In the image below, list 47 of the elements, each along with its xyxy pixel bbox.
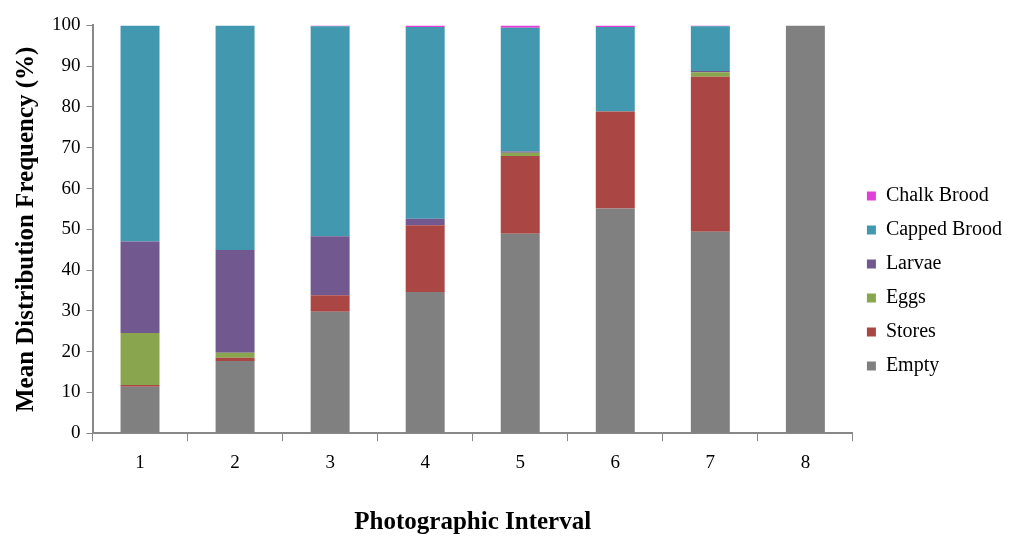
x-tick-label: 7 xyxy=(705,450,716,472)
bar xyxy=(120,241,160,333)
bar xyxy=(310,236,350,296)
bar xyxy=(310,295,350,312)
bar xyxy=(690,26,730,72)
bar xyxy=(215,357,255,362)
x-tick-label: 8 xyxy=(800,450,811,472)
y-tick-label: 60 xyxy=(61,176,81,198)
legend-label: Larvae xyxy=(885,251,942,274)
x-tick-label: 3 xyxy=(325,450,335,472)
bar xyxy=(215,250,255,353)
legend-label: Stores xyxy=(885,319,937,342)
bar xyxy=(215,352,255,358)
y-tick-label: 0 xyxy=(71,421,81,443)
bar xyxy=(595,27,635,112)
bar xyxy=(405,225,445,293)
x-axis-title: Photographic Interval xyxy=(354,507,592,535)
y-tick-label: 20 xyxy=(61,339,81,361)
legend-label: Empty xyxy=(885,353,940,377)
y-tick-label: 30 xyxy=(61,298,81,320)
x-tick-label: 2 xyxy=(230,450,240,472)
bar xyxy=(120,25,160,242)
bar xyxy=(405,218,445,226)
y-tick-label: 10 xyxy=(61,380,81,402)
legend-label: Capped Brood xyxy=(885,217,1002,241)
y-tick-label: 90 xyxy=(61,54,81,76)
legend-label: Eggs xyxy=(885,285,927,309)
x-tick-label: 5 xyxy=(515,450,525,472)
bar xyxy=(215,25,255,251)
bar xyxy=(120,332,160,386)
y-tick-label: 100 xyxy=(52,13,81,35)
x-tick-label: 6 xyxy=(610,450,621,472)
x-tick-label: 1 xyxy=(135,450,145,472)
bar xyxy=(690,72,730,77)
y-tick-label: 40 xyxy=(61,258,81,280)
bar xyxy=(310,26,350,237)
y-tick-label: 70 xyxy=(61,135,81,157)
bar xyxy=(500,155,540,234)
bar xyxy=(500,27,540,152)
y-axis-title: Mean Distribution Frequency (%) xyxy=(11,46,40,413)
y-tick-label: 80 xyxy=(61,94,81,116)
bar xyxy=(405,27,445,219)
x-tick-label: 4 xyxy=(420,450,431,472)
bar xyxy=(690,76,730,232)
legend-label: Chalk Brood xyxy=(885,183,989,206)
y-tick-label: 50 xyxy=(61,217,81,239)
bar xyxy=(595,111,635,209)
